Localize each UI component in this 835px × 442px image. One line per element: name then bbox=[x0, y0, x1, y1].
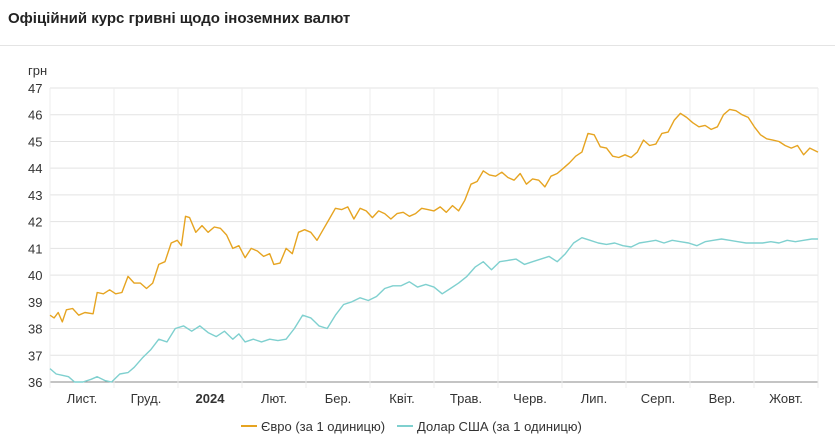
y-tick-label: 42 bbox=[28, 215, 42, 230]
series-line-1 bbox=[49, 237, 818, 383]
y-tick-label: 37 bbox=[28, 348, 42, 363]
y-tick-label: 45 bbox=[28, 134, 42, 149]
legend-label: Долар США (за 1 одиницю) bbox=[417, 419, 582, 434]
chart-title: Офіційний курс гривні щодо іноземних вал… bbox=[8, 10, 351, 27]
legend-item-1[interactable]: Долар США (за 1 одиницю) bbox=[397, 419, 582, 434]
x-tick-label: Жовт. bbox=[769, 391, 803, 406]
x-tick-label: Трав. bbox=[450, 391, 482, 406]
series-line-0 bbox=[49, 108, 819, 323]
y-axis-ticks: 36 37 38 39 40 41 42 43 44 45 46 47 bbox=[28, 81, 42, 390]
x-tick-label: Бер. bbox=[325, 391, 352, 406]
x-axis-ticks: Лист. Груд. 2024 Лют. Бер. Квіт. Трав. Черв. Лип… bbox=[67, 391, 803, 406]
legend-item-0[interactable]: Євро (за 1 одиницю) bbox=[241, 419, 385, 434]
series-lines bbox=[49, 108, 819, 383]
title-divider bbox=[0, 45, 835, 46]
y-axis-unit: грн bbox=[28, 63, 47, 78]
x-tick-label: Черв. bbox=[513, 391, 547, 406]
y-tick-label: 44 bbox=[28, 161, 42, 176]
x-tick-label: 2024 bbox=[196, 391, 226, 406]
grid-lines bbox=[49, 87, 819, 388]
x-tick-label: Серп. bbox=[641, 391, 676, 406]
legend[interactable]: Євро (за 1 одиницю) Долар США (за 1 одини… bbox=[241, 419, 582, 434]
x-tick-label: Вер. bbox=[709, 391, 736, 406]
x-tick-label: Квіт. bbox=[389, 391, 415, 406]
y-tick-label: 40 bbox=[28, 268, 42, 283]
y-tick-label: 47 bbox=[28, 81, 42, 96]
y-tick-label: 39 bbox=[28, 295, 42, 310]
x-tick-label: Лист. bbox=[67, 391, 97, 406]
y-tick-label: 36 bbox=[28, 375, 42, 390]
y-tick-label: 46 bbox=[28, 108, 42, 123]
x-tick-label: Лют. bbox=[261, 391, 287, 406]
y-tick-label: 43 bbox=[28, 188, 42, 203]
legend-label: Євро (за 1 одиницю) bbox=[261, 419, 385, 434]
x-tick-label: Груд. bbox=[131, 391, 162, 406]
x-tick-label: Лип. bbox=[581, 391, 607, 406]
y-tick-label: 38 bbox=[28, 322, 42, 337]
y-tick-label: 41 bbox=[28, 241, 42, 256]
